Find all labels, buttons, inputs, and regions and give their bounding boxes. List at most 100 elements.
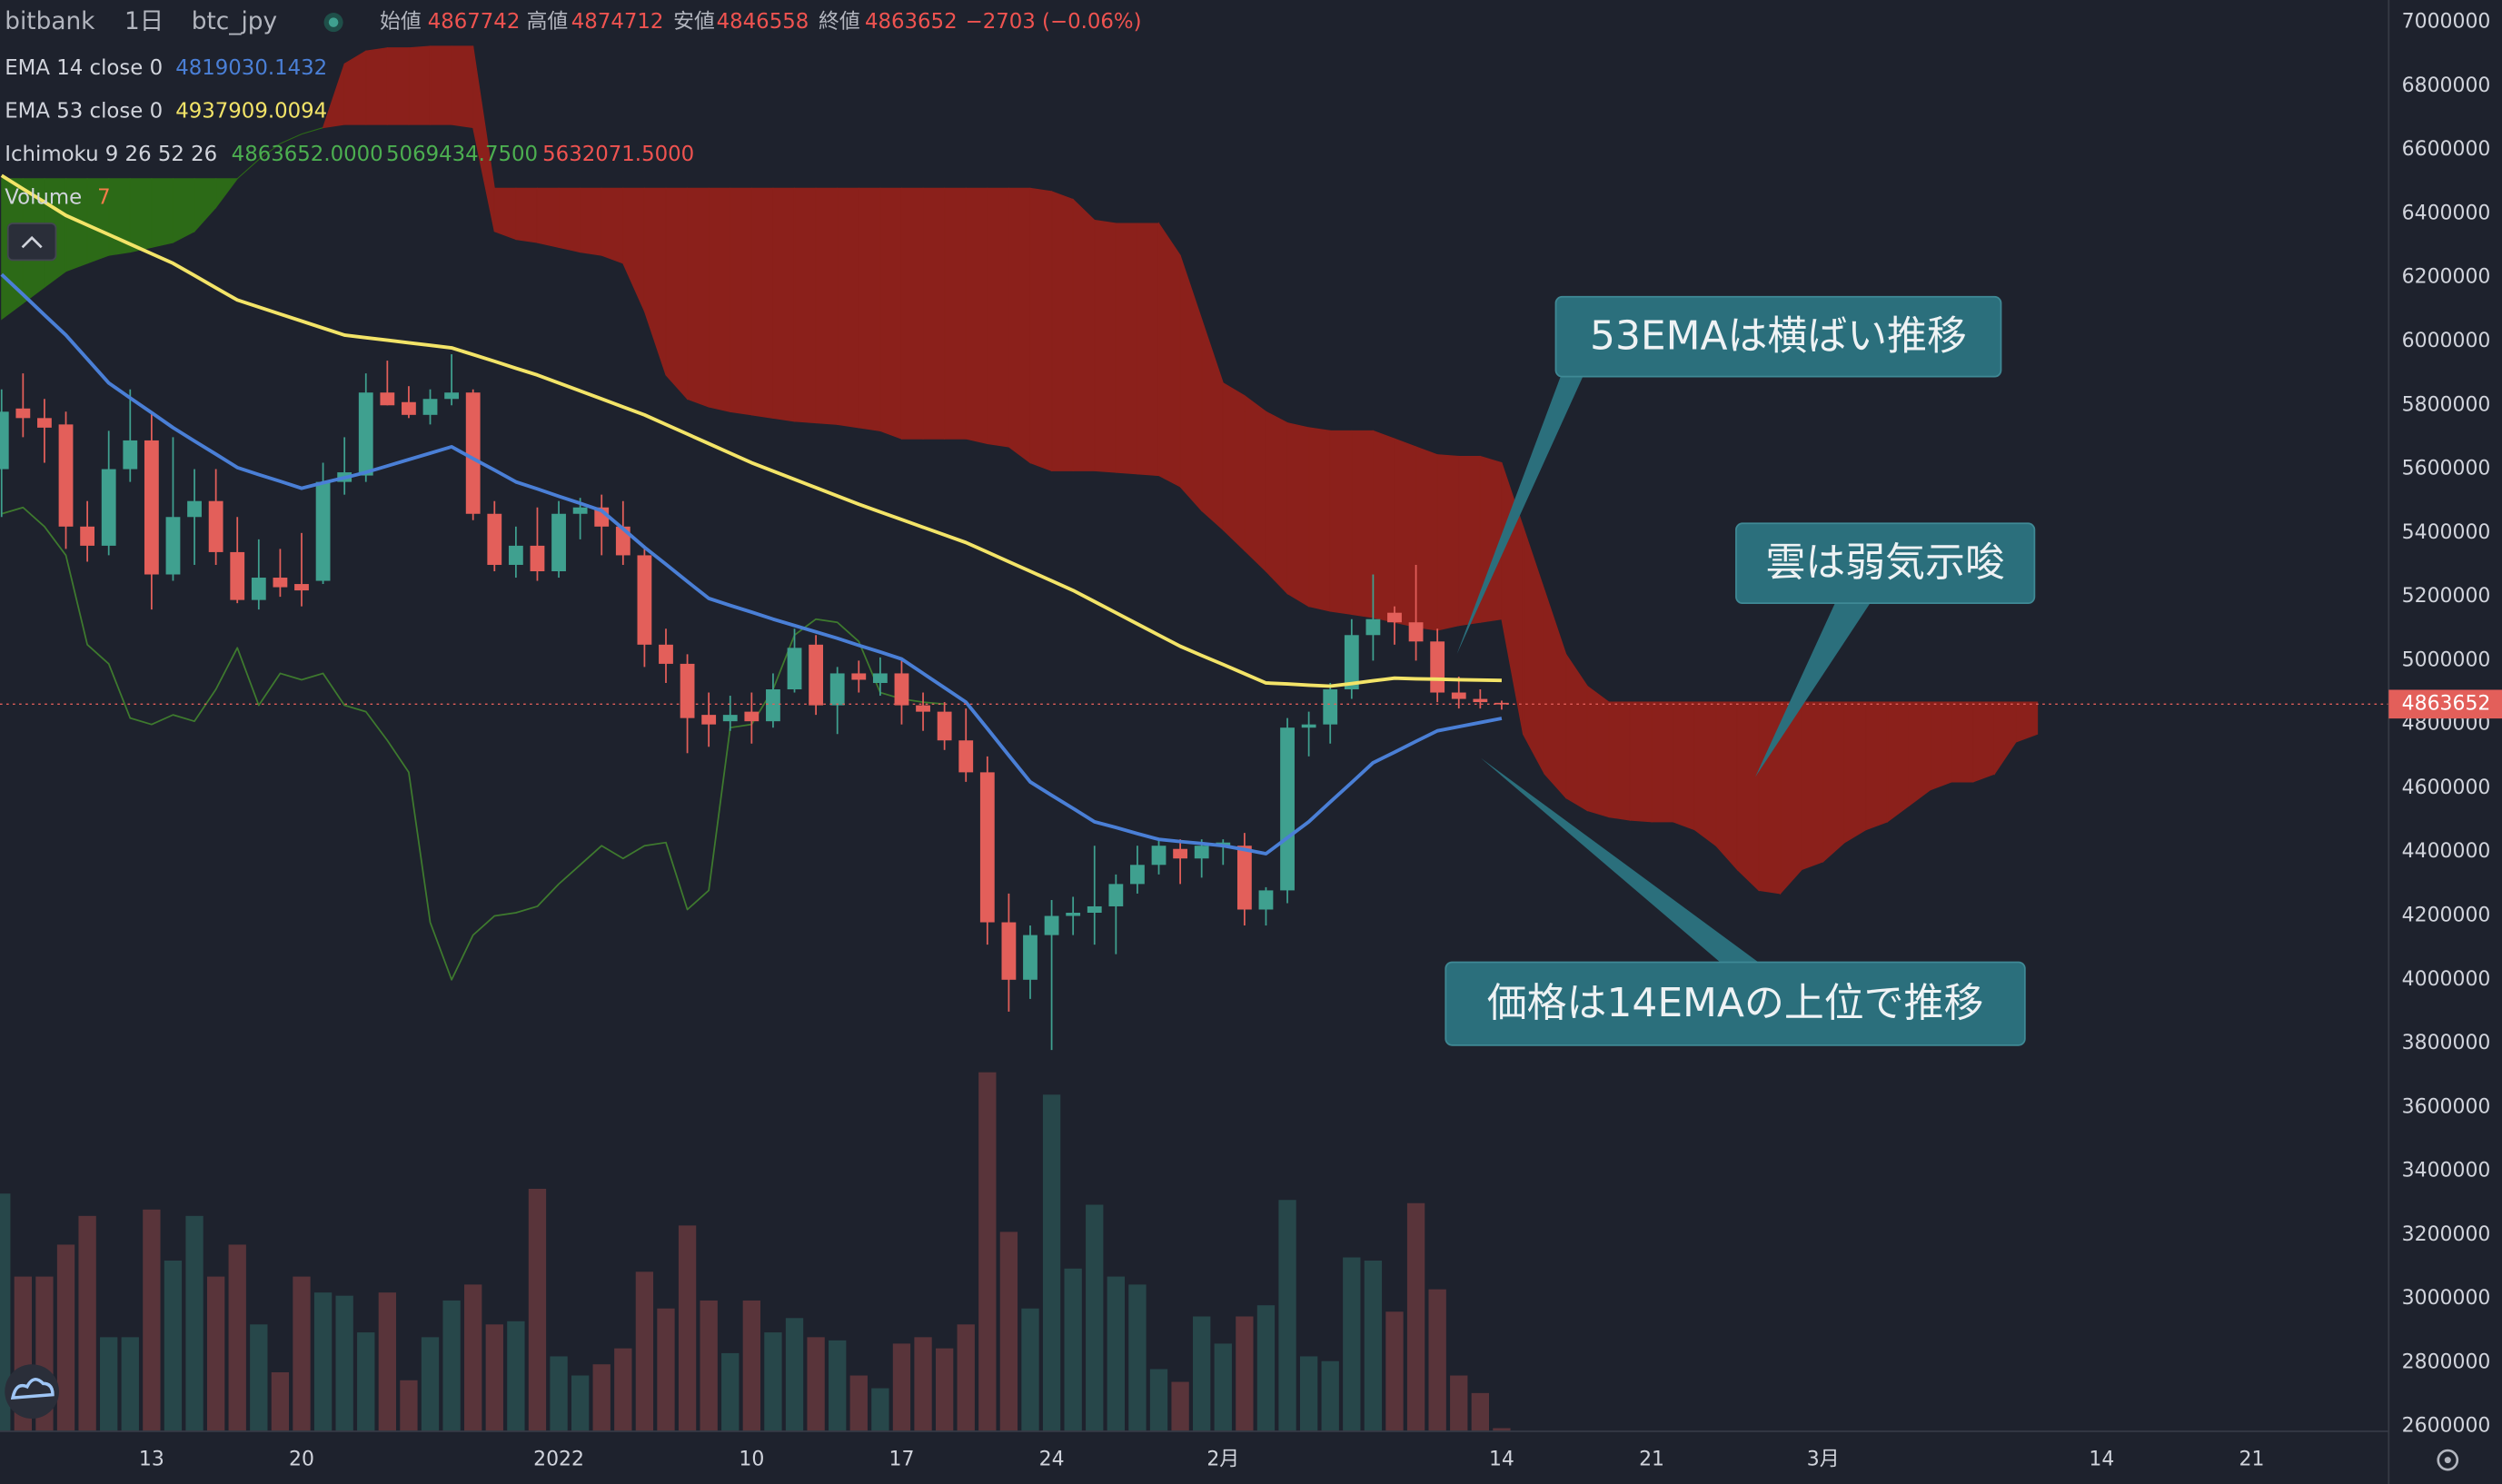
volume-bar [592,1364,611,1432]
volume-bar [1128,1284,1147,1432]
candle-body [1108,884,1124,906]
cloud-segment [1629,701,1653,823]
collapse-icon [21,235,43,249]
cloud-segment [1801,701,1824,871]
candle-body [101,469,116,546]
callout-pointer [1755,603,1871,777]
candle-body [273,578,288,588]
volume-value: 7 [97,185,111,209]
volume-bar [807,1337,825,1432]
volume-bar [143,1209,161,1432]
ema-line [0,272,1503,856]
cloud-segment [965,187,988,445]
x-tick-label: 17 [889,1449,915,1471]
settings-button[interactable] [2437,1449,2459,1471]
volume-bar [1428,1289,1446,1432]
ichimoku-value: 5069434.7500 [386,143,538,166]
candle-body [402,401,416,415]
cloud-segment [580,187,602,256]
collapse-button[interactable] [6,223,57,262]
x-tick-label: 24 [1039,1449,1065,1471]
volume-bar [121,1337,139,1432]
cloud-segment [493,187,517,241]
cloud-segment [1436,454,1460,631]
cloud-segment [1651,701,1674,823]
volume-bar [335,1295,353,1432]
change: −2703 (−0.06%) [966,10,1142,34]
volume-bar [1236,1316,1254,1432]
candle-body [1408,622,1424,642]
candle-body [659,644,673,664]
logo-circle[interactable] [5,1364,59,1419]
close-value: 4863652 [865,10,958,34]
cloud-segment [558,187,581,253]
volume-bar [871,1388,889,1432]
volume-bar [507,1321,525,1432]
cloud-segment [944,187,967,440]
collapse-button-box[interactable] [6,223,57,262]
volume-bar [464,1284,482,1432]
cloud-segment [1415,446,1438,631]
volume-bar [935,1348,954,1432]
candle-body [1258,890,1274,910]
volume-bar [1107,1276,1126,1432]
cloud-segment [1244,394,1266,573]
candle-body [530,545,545,572]
y-tick-label: 3200000 [2402,1223,2491,1246]
candle-body [187,500,202,518]
cloud-segment [515,187,538,243]
candle-body [637,555,652,645]
volume-bar [892,1343,911,1432]
cloud-segment [215,178,239,209]
cloud-segment [1458,455,1481,627]
cloud-segment [408,45,432,125]
volume-bar [657,1308,675,1432]
volume-bar [1385,1311,1404,1432]
low-value: 4846558 [717,10,809,34]
volume-bar [1214,1343,1232,1432]
cloud-segment [1673,701,1695,831]
volume-bar [164,1261,183,1432]
cloud-segment [151,178,174,248]
volume-bar [1493,1428,1511,1432]
x-tick-label: 14 [2089,1449,2114,1471]
callout-box [1554,295,2002,378]
cloud-segment [1586,685,1610,818]
volume-bar [56,1244,75,1432]
last-price-label: 4863652 [2402,692,2491,715]
volume-bar [1064,1268,1082,1432]
cloud-segment [2015,701,2039,743]
candle-body [1323,689,1338,725]
y-tick-label: 6800000 [2402,74,2491,97]
cloud-segment [1951,701,1974,783]
volume-bar [357,1332,375,1432]
volume-bar [1149,1369,1168,1432]
volume-bar [914,1337,932,1432]
candle-body [251,578,266,600]
cloud-segment [1308,427,1331,612]
cloud-segment [365,47,388,125]
y-tick-label: 3800000 [2402,1032,2491,1054]
ema14-value: 4819030.1432 [175,56,327,80]
logo[interactable] [5,1364,59,1419]
cloud-segment [1029,187,1053,472]
cloud-segment [858,187,881,431]
candle-body [979,772,995,923]
cloud-segment [280,134,303,144]
candle-body [809,644,824,706]
settings-icon[interactable] [2437,1449,2459,1471]
cloud-segment [1394,438,1417,628]
volume-bar [378,1292,397,1432]
candle-body [722,715,738,722]
high-label: 高値 [527,10,569,34]
volume-bar [1343,1257,1361,1432]
volume-bar [442,1300,461,1432]
volume-bar [228,1244,246,1432]
volume-bar [1256,1305,1276,1432]
cloud-segment [1693,701,1717,847]
y-tick-label: 2600000 [2402,1415,2491,1438]
cloud-segment [536,187,560,248]
candle-body [872,673,888,683]
callout-text: 53EMAは横ばい推移 [1590,312,1967,359]
